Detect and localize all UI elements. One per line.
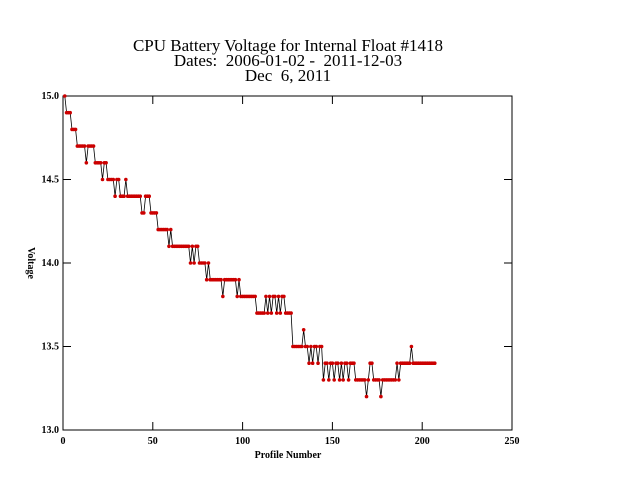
data-point xyxy=(188,261,193,265)
data-point xyxy=(113,194,117,198)
data-point xyxy=(325,361,329,366)
data-point xyxy=(393,378,398,382)
x-tick-label: 250 xyxy=(505,436,520,447)
data-point xyxy=(397,378,401,382)
data-point xyxy=(73,127,78,132)
y-tick-label: 13.0 xyxy=(42,425,60,436)
data-point xyxy=(203,261,207,265)
data-point xyxy=(332,378,336,382)
data-point xyxy=(124,177,128,182)
data-point xyxy=(104,161,108,165)
data-point xyxy=(111,177,116,182)
data-point xyxy=(84,161,89,165)
y-axis-label: Voltage xyxy=(25,247,36,279)
data-point xyxy=(167,244,171,249)
data-point xyxy=(432,361,437,366)
data-point xyxy=(219,277,223,282)
data-point xyxy=(301,328,306,332)
data-point xyxy=(377,378,381,382)
x-tick-label: 0 xyxy=(61,436,66,447)
data-point xyxy=(204,277,209,282)
data-point xyxy=(346,378,351,382)
data-point xyxy=(98,161,103,165)
data-point xyxy=(237,277,241,282)
data-point xyxy=(122,194,126,198)
data-point xyxy=(116,177,121,182)
y-tick-label: 15.0 xyxy=(42,91,60,102)
data-point xyxy=(366,378,371,382)
data-point xyxy=(344,361,349,366)
data-point xyxy=(267,294,272,299)
data-point xyxy=(379,394,383,399)
data-point xyxy=(269,311,274,315)
data-point xyxy=(168,227,173,232)
data-point xyxy=(282,294,286,299)
data-point xyxy=(310,361,315,366)
data-point xyxy=(327,378,331,382)
data-point xyxy=(339,361,344,366)
data-point xyxy=(352,361,356,366)
chart-date: Dec 6, 2011 xyxy=(245,66,331,85)
data-point xyxy=(62,94,67,98)
data-point xyxy=(307,361,311,366)
data-point xyxy=(309,344,313,349)
chart-title: CPU Battery Voltage for Internal Float #… xyxy=(133,36,443,55)
data-point xyxy=(407,361,412,366)
data-point xyxy=(221,294,225,299)
data-point xyxy=(186,244,191,249)
x-tick-label: 150 xyxy=(325,436,340,447)
data-point xyxy=(262,311,266,315)
data-point xyxy=(395,361,399,366)
data-point xyxy=(314,344,319,349)
x-tick-label: 50 xyxy=(148,436,158,447)
data-point xyxy=(147,194,152,198)
data-point xyxy=(142,211,146,215)
data-point xyxy=(341,378,345,382)
y-tick-label: 14.0 xyxy=(42,258,60,269)
data-point xyxy=(206,261,211,265)
data-point xyxy=(138,194,143,198)
data-point xyxy=(165,227,169,232)
data-point xyxy=(235,294,240,299)
data-point xyxy=(253,294,257,299)
data-point xyxy=(362,378,367,382)
data-point xyxy=(289,311,293,315)
data-point xyxy=(335,361,340,366)
data-point xyxy=(276,294,281,299)
data-point xyxy=(316,361,320,366)
data-point xyxy=(91,144,96,148)
data-point xyxy=(68,110,72,115)
data-point xyxy=(192,261,196,265)
data-point xyxy=(264,294,268,299)
data-point xyxy=(82,144,87,148)
plot-frame xyxy=(62,95,513,431)
data-point xyxy=(300,344,304,349)
chart-subtitle: Dates: 2006-01-02 - 2011-12-03 xyxy=(174,51,402,70)
data-point xyxy=(273,294,277,299)
data-point xyxy=(233,277,238,282)
data-line xyxy=(64,95,435,397)
data-point xyxy=(319,344,324,349)
x-tick-label: 200 xyxy=(415,436,430,447)
y-tick-label: 14.5 xyxy=(42,175,60,186)
data-point xyxy=(305,344,310,349)
data-point xyxy=(409,344,414,349)
data-point xyxy=(274,311,279,315)
data-point xyxy=(370,361,374,366)
data-point xyxy=(337,378,342,382)
y-tick-label: 13.5 xyxy=(42,342,60,353)
data-point xyxy=(321,378,326,382)
data-point xyxy=(100,177,105,182)
data-point xyxy=(154,211,159,215)
data-point xyxy=(265,311,270,315)
x-axis-label: Profile Number xyxy=(255,450,322,461)
data-point xyxy=(364,394,369,399)
data-point xyxy=(278,311,283,315)
data-point xyxy=(195,244,200,249)
data-point xyxy=(190,244,195,249)
data-point xyxy=(330,361,335,366)
x-tick-label: 100 xyxy=(235,436,250,447)
